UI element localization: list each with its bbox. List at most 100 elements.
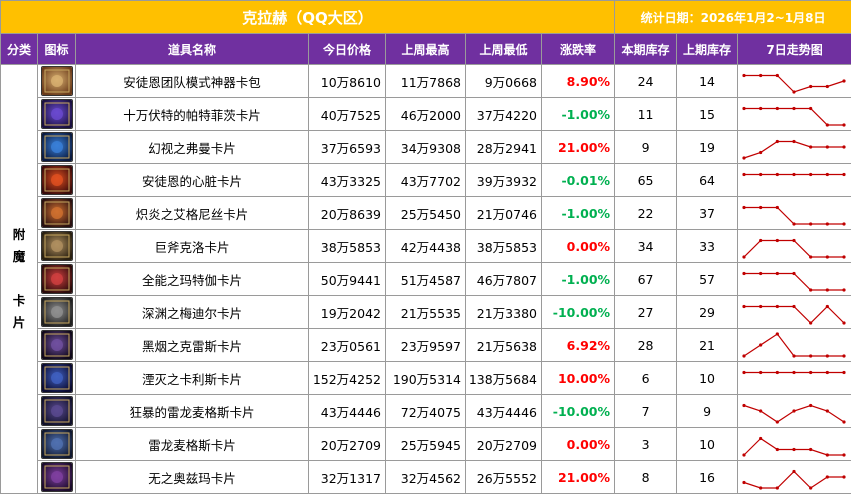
trend-point <box>742 304 746 309</box>
trend-point <box>759 238 763 243</box>
trend-point <box>792 409 796 413</box>
trend-point <box>759 205 763 210</box>
change-rate: -10.00% <box>540 295 616 329</box>
stock-last: 9 <box>676 394 739 428</box>
icon-cell <box>37 163 76 197</box>
item-name: 安徒恩的心脏卡片 <box>75 163 309 197</box>
icon-cell <box>37 328 76 362</box>
trend-sparkline <box>742 106 846 127</box>
col-icon: 图标 <box>37 33 76 65</box>
trend-point <box>825 123 829 127</box>
change-rate: 0.00% <box>540 229 616 263</box>
trend-point <box>759 106 763 111</box>
last-week-high: 25万5450 <box>385 196 466 230</box>
change-rate: 21.00% <box>540 460 616 494</box>
trend-line <box>744 107 845 126</box>
icon-cell <box>37 229 76 263</box>
stock-now: 9 <box>614 130 678 164</box>
trend-cell <box>737 163 851 197</box>
trend-point <box>775 271 779 276</box>
table-row: 深渊之梅迪尔卡片 19万2042 21万5535 21万3380 -10.00% 27 29 <box>1 295 851 329</box>
trend-point <box>759 370 763 375</box>
change-rate: -0.01% <box>540 163 616 197</box>
annihilation-card-icon <box>40 363 73 393</box>
last-week-high: 46万2000 <box>385 97 466 131</box>
trend-point <box>742 480 746 485</box>
trend-cell <box>737 262 851 296</box>
trend-cell <box>737 295 851 329</box>
trend-point <box>825 84 829 89</box>
trend-point <box>775 486 779 490</box>
trend-point <box>792 90 796 94</box>
item-name: 狂暴的雷龙麦格斯卡片 <box>75 394 309 428</box>
trend-point <box>742 205 746 210</box>
item-name: 安徒恩团队模式神器卡包 <box>75 64 309 98</box>
stock-last: 10 <box>676 427 739 461</box>
col-stock-last: 上期库存 <box>676 33 739 65</box>
last-week-low: 43万4446 <box>465 394 542 428</box>
last-week-low: 37万4220 <box>465 97 542 131</box>
trend-point <box>775 172 779 177</box>
trend-cell <box>737 328 851 362</box>
trend-point <box>742 370 746 375</box>
last-week-high: 25万5945 <box>385 427 466 461</box>
last-week-low: 9万0668 <box>465 64 542 98</box>
icon-cell <box>37 460 76 494</box>
trend-point <box>775 370 779 375</box>
trend-sparkline <box>742 172 846 177</box>
trend-sparkline <box>742 304 846 325</box>
change-rate: 0.00% <box>540 427 616 461</box>
stock-last: 16 <box>676 460 739 494</box>
last-week-high: 190万5314 <box>385 361 466 395</box>
stock-now: 11 <box>614 97 678 131</box>
today-price: 43万3325 <box>308 163 386 197</box>
category-label: 附魔卡片 <box>12 227 26 330</box>
last-week-high: 72万4075 <box>385 394 466 428</box>
trend-point <box>742 106 746 111</box>
stock-now: 3 <box>614 427 678 461</box>
trend-cell <box>737 460 851 494</box>
change-rate: -1.00% <box>540 196 616 230</box>
table-row: 附魔卡片 安徒恩团队模式神器卡包 10万8610 11万7868 9万0668 8.90%… <box>0 64 851 494</box>
trend-point <box>775 332 779 336</box>
today-price: 32万1317 <box>308 460 386 494</box>
trend-cell <box>737 361 851 395</box>
trend-point <box>809 222 813 226</box>
trend-point <box>825 222 829 226</box>
axe-card-icon <box>40 231 73 261</box>
table-row: 黑烟之克雷斯卡片 23万0561 23万9597 21万5638 6.92% 28 21 <box>1 328 851 362</box>
trend-line <box>743 404 845 423</box>
change-rate: -1.00% <box>540 97 616 131</box>
icon-cell <box>37 361 76 395</box>
trend-point <box>742 453 746 457</box>
trend-point <box>809 288 813 292</box>
almighty-card-icon <box>40 264 73 294</box>
trend-cell <box>737 196 851 230</box>
heart-card-icon <box>40 165 73 195</box>
trend-point <box>825 255 829 259</box>
today-price: 10万8610 <box>308 64 386 98</box>
trend-point <box>792 304 796 309</box>
icon-cell <box>37 196 76 230</box>
today-price: 50万9441 <box>308 262 386 296</box>
trend-point <box>809 145 813 149</box>
category-cell: 附魔卡片 <box>0 64 38 494</box>
table-row: 炽炎之艾格尼丝卡片 20万8639 25万5450 21万0746 -1.00% 22 37 <box>1 196 851 230</box>
title-row: 克拉赫（QQ大区） 统计日期：2026年1月2~1月8日 <box>0 0 851 34</box>
trend-point <box>792 370 796 375</box>
trend-point <box>825 475 829 479</box>
item-name: 十万伏特的帕特菲茨卡片 <box>75 97 309 131</box>
void-card-icon <box>40 462 73 492</box>
trend-point <box>775 106 779 111</box>
change-rate: -1.00% <box>540 262 616 296</box>
trend-point <box>775 205 779 210</box>
trend-point <box>842 354 846 358</box>
item-name: 深渊之梅迪尔卡片 <box>75 295 309 329</box>
trend-point <box>842 123 846 127</box>
item-name: 全能之玛特伽卡片 <box>75 262 309 296</box>
item-name: 巨斧克洛卡片 <box>75 229 309 263</box>
col-stock-now: 本期库存 <box>614 33 678 65</box>
trend-point <box>759 150 763 155</box>
trend-point <box>742 255 746 259</box>
trend-point <box>792 447 796 452</box>
